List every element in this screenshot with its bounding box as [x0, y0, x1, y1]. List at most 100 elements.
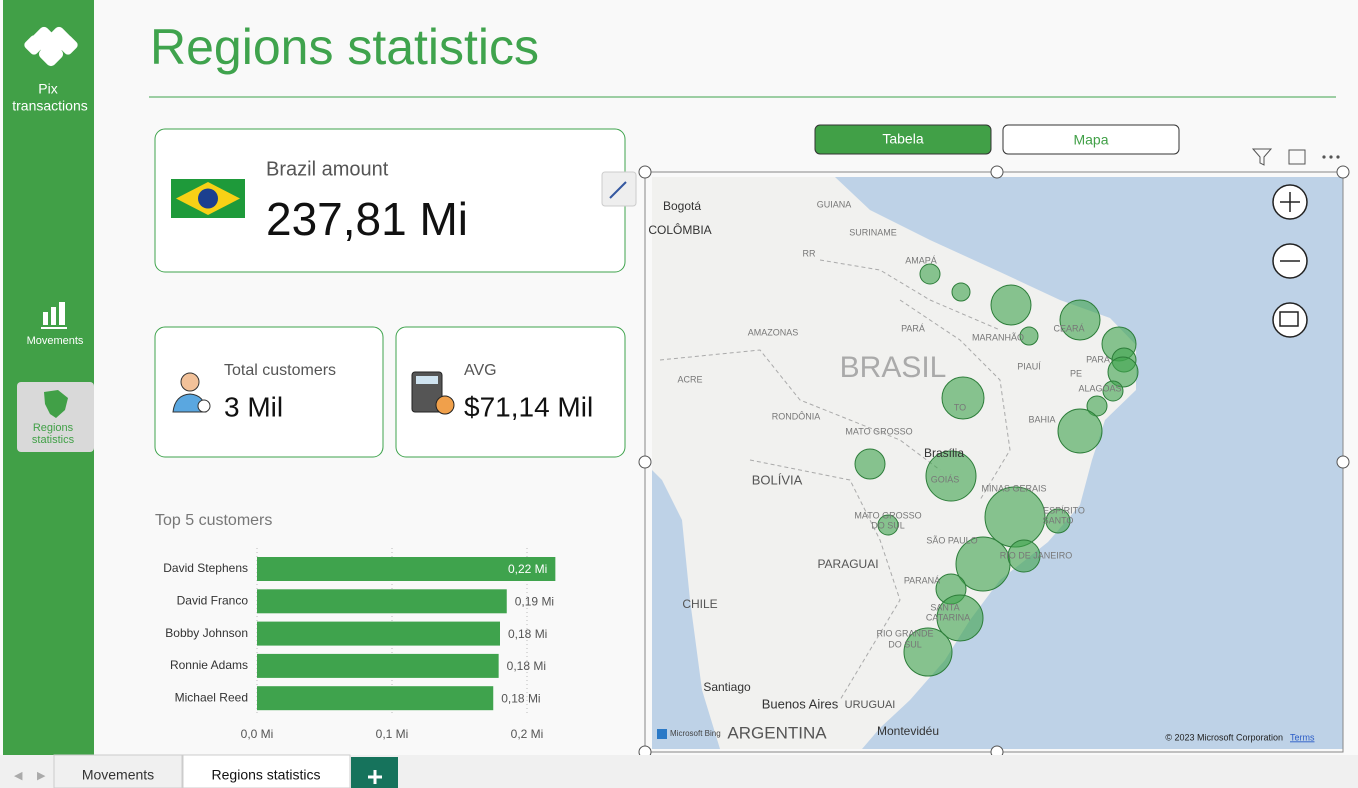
map-bubble: [936, 594, 984, 642]
tab-label[interactable]: Movements: [82, 767, 154, 783]
map-label: ACRE: [677, 374, 702, 384]
map-label: Bogotá: [663, 199, 701, 213]
map-label: BRASIL: [840, 351, 947, 384]
bar: [257, 589, 507, 614]
bing-logo: [657, 729, 667, 739]
map-label: COLÔMBIA: [648, 222, 711, 237]
map-borders: [659, 259, 1011, 701]
filter-icon[interactable]: [1251, 148, 1273, 166]
card-value: 3 Mil: [224, 391, 283, 422]
map-label: MINAS GERAIS: [981, 483, 1046, 493]
nav-item[interactable]: statistics: [32, 434, 75, 446]
map-label: RIO DE JANEIRO: [1000, 550, 1073, 560]
map-label: SÃO PAULO: [926, 535, 977, 545]
map-label: PARANÁ: [904, 575, 940, 585]
map-label: Buenos Aires: [762, 696, 839, 711]
map-label: BOLÍVIA: [752, 472, 803, 487]
map-label: RONDÔNIA: [772, 411, 821, 421]
map-bubble: [877, 514, 899, 536]
map-label: PIAUÍ: [1017, 361, 1041, 371]
map-label: MARANHÃO: [972, 332, 1024, 342]
nav-item[interactable]: Regions: [33, 422, 74, 434]
map-label: SANTO: [1043, 515, 1074, 525]
flag: [171, 179, 245, 218]
map-label: PE: [1070, 368, 1082, 378]
map-controls[interactable]: [1272, 184, 1308, 338]
map-bubble: [1107, 356, 1139, 388]
toggle-button[interactable]: [814, 124, 992, 155]
selection-handles[interactable]: [638, 165, 1350, 759]
map-provider: Microsoft Bing: [670, 729, 721, 738]
map-label: URUGUAI: [845, 699, 896, 711]
plus-icon: [368, 770, 382, 784]
scroll-right[interactable]: ▶: [37, 770, 46, 782]
map-attribution: © 2023 Microsoft Corporation: [1165, 732, 1283, 742]
map-label: Montevidéu: [877, 724, 939, 738]
tab-active[interactable]: [182, 754, 351, 788]
app-name: Pix: [38, 81, 57, 97]
calculator-icon: [411, 371, 455, 415]
logo: [24, 26, 78, 67]
card: [154, 326, 384, 458]
tab[interactable]: [53, 754, 183, 788]
bar-chart: 0,0 Mi 0,1 Mi 0,2 Mi David Stephens 0,22 Mi D…: [163, 548, 556, 741]
card: [395, 326, 626, 458]
y-tick-label: Bobby Johnson: [165, 626, 248, 640]
map-bubble: [854, 448, 886, 480]
map-label: AMAPÁ: [905, 255, 937, 265]
sidebar: [3, 0, 94, 755]
map-label: ALAGOAS: [1078, 383, 1121, 393]
map-bubble: [1045, 508, 1071, 534]
map-label: TO: [954, 402, 966, 412]
map-label: Brasília: [924, 446, 964, 460]
y-tick-label: David Franco: [177, 593, 249, 607]
card-value: $71,14 Mil: [464, 391, 593, 422]
map-bubble: [951, 282, 971, 302]
map-terms[interactable]: Terms: [1290, 732, 1315, 742]
toggle-label[interactable]: Tabela: [882, 131, 923, 147]
movements-icon: [41, 302, 67, 329]
map-label: DO SUL: [871, 520, 905, 530]
focus-icon[interactable]: [1288, 149, 1306, 165]
map-label: GOIÁS: [931, 474, 960, 484]
nav-item[interactable]: Movements: [27, 335, 84, 347]
map-label: SANTA: [930, 602, 959, 612]
map-label: DO SUL: [888, 639, 922, 649]
map-label: MATO GROSSO: [845, 426, 912, 436]
value-label: 0,22 Mi: [508, 562, 547, 576]
tab-label[interactable]: Regions statistics: [212, 767, 321, 783]
toggle-button[interactable]: [1002, 124, 1180, 155]
y-tick-label: Michael Reed: [175, 690, 248, 704]
map-label: CEARÁ: [1053, 323, 1084, 333]
map-label: CHILE: [682, 597, 717, 611]
map-labels: Bogotá COLÔMBIA GUIANA SURINAME RR AMAPÁ PARÁ A…: [648, 199, 1121, 742]
map-label: CATARINA: [926, 612, 970, 622]
value-label: 0,18 Mi: [508, 627, 547, 641]
more-icon[interactable]: [1322, 155, 1340, 159]
x-tick-label: 0,2 Mi: [511, 727, 544, 741]
map-bubble: [919, 263, 941, 285]
map-bubble: [1059, 299, 1101, 341]
map-label: SURINAME: [849, 227, 897, 237]
card-label: Brazil amount: [266, 158, 389, 180]
value-label: 0,19 Mi: [515, 594, 554, 608]
customer-icon: [172, 372, 211, 413]
map-bubble: [1057, 408, 1103, 454]
map-label: Santiago: [703, 680, 751, 694]
scroll-left[interactable]: ◀: [14, 770, 23, 782]
map-bubble: [1086, 395, 1108, 417]
card-label: Total customers: [224, 362, 336, 379]
map-bubbles: [854, 263, 1139, 677]
map-label: ARGENTINA: [727, 723, 827, 742]
x-tick-label: 0,1 Mi: [376, 727, 409, 741]
card-label: AVG: [464, 362, 497, 379]
card-value: 237,81 Mi: [266, 193, 468, 245]
map-bubble: [925, 450, 977, 502]
map-label: PARAGUAI: [817, 557, 878, 571]
map-bubble: [941, 376, 985, 420]
map-bubble: [1102, 380, 1124, 402]
map-bubble: [990, 284, 1032, 326]
toggle-label[interactable]: Mapa: [1073, 132, 1108, 148]
